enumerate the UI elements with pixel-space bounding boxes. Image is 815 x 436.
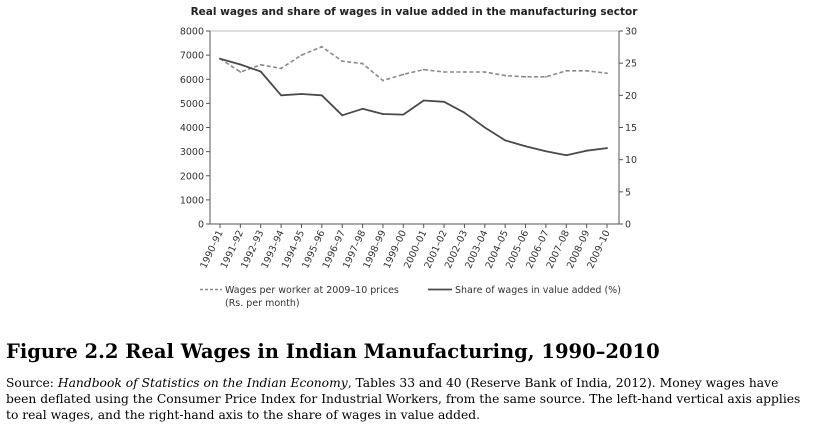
series-point-share xyxy=(504,139,507,142)
series-point-share xyxy=(483,126,486,129)
y-right-tick-label: 15 xyxy=(625,123,637,134)
y-left-tick-label: 6000 xyxy=(180,75,204,86)
series-point-wages xyxy=(361,62,364,65)
series-point-wages xyxy=(259,63,262,66)
series-point-wages xyxy=(422,68,425,71)
series-point-share xyxy=(402,113,405,116)
figure-title: Figure 2.2 Real Wages in Indian Manufact… xyxy=(6,340,660,363)
y-left-tick-label: 2000 xyxy=(180,171,204,182)
y-left-tick-label: 8000 xyxy=(180,27,204,38)
legend-label-wages: Wages per worker at 2009–10 prices xyxy=(225,285,399,296)
y-right-tick-label: 5 xyxy=(625,187,631,198)
y-right-tick-label: 30 xyxy=(625,27,637,38)
series-point-share xyxy=(565,154,568,157)
y-right-tick-label: 20 xyxy=(625,91,637,102)
caption-source-title: Handbook of Statistics on the Indian Eco… xyxy=(57,376,348,390)
y-left-tick-label: 5000 xyxy=(180,99,204,110)
series-point-wages xyxy=(402,73,405,76)
series-point-share xyxy=(259,70,262,73)
series-point-wages xyxy=(382,79,384,82)
series-point-share xyxy=(524,145,527,148)
y-right-tick-label: 0 xyxy=(625,220,631,231)
y-left-tick-label: 4000 xyxy=(180,123,204,134)
y-right-tick-label: 10 xyxy=(625,155,637,166)
series-point-wages xyxy=(585,69,588,72)
series-point-wages xyxy=(504,74,507,77)
series-point-share xyxy=(544,150,547,153)
series-point-share xyxy=(422,99,425,102)
series-point-share xyxy=(300,93,303,95)
series-point-wages xyxy=(565,69,568,72)
series-point-share xyxy=(606,147,608,149)
legend: Wages per worker at 2009–10 prices (Rs. … xyxy=(200,285,621,309)
y-left-tick-label: 3000 xyxy=(180,147,204,158)
series-point-wages xyxy=(483,71,486,73)
series-point-wages xyxy=(239,71,242,73)
series-point-wages xyxy=(443,71,445,73)
series-point-wages xyxy=(544,75,547,78)
series-point-share xyxy=(463,111,466,114)
series-line-share xyxy=(219,57,608,157)
plot-area: 0 1000 2000 3000 4000 5000 6000 7000 8000 0 5 10 15 2… xyxy=(180,27,637,271)
series-point-wages xyxy=(606,72,608,75)
series-point-share xyxy=(239,63,242,66)
chart: Real wages and share of wages in value a… xyxy=(180,6,639,309)
series-point-share xyxy=(341,114,344,117)
series-point-share xyxy=(280,94,283,97)
y-right-tick-label: 25 xyxy=(625,59,637,70)
figure-caption: Source: Handbook of Statistics on the In… xyxy=(6,375,811,423)
y-left-tick-label: 7000 xyxy=(180,51,204,62)
series-point-share xyxy=(585,149,588,152)
series-line-wages xyxy=(219,45,608,82)
y-left-tick-label: 1000 xyxy=(180,195,204,206)
series-point-wages xyxy=(280,67,283,70)
series-point-share xyxy=(443,100,445,103)
series-point-wages xyxy=(463,71,466,73)
series-point-wages xyxy=(320,45,323,48)
caption-text: , Tables 33 and 40 (Reserve Bank of Indi… xyxy=(6,376,801,422)
legend-label-wages-unit: (Rs. per month) xyxy=(225,298,300,309)
series-point-share xyxy=(219,57,221,60)
y-left-tick-label: 0 xyxy=(198,220,204,231)
series-point-wages xyxy=(341,60,344,63)
series-point-share xyxy=(320,94,323,97)
series-point-share xyxy=(361,107,364,110)
caption-prefix: Source: xyxy=(6,376,58,390)
legend-label-share: Share of wages in value added (%) xyxy=(455,285,621,296)
chart-title: Real wages and share of wages in value a… xyxy=(191,6,639,18)
series-point-wages xyxy=(300,54,303,57)
series-point-share xyxy=(382,113,384,115)
series-point-wages xyxy=(524,75,527,78)
